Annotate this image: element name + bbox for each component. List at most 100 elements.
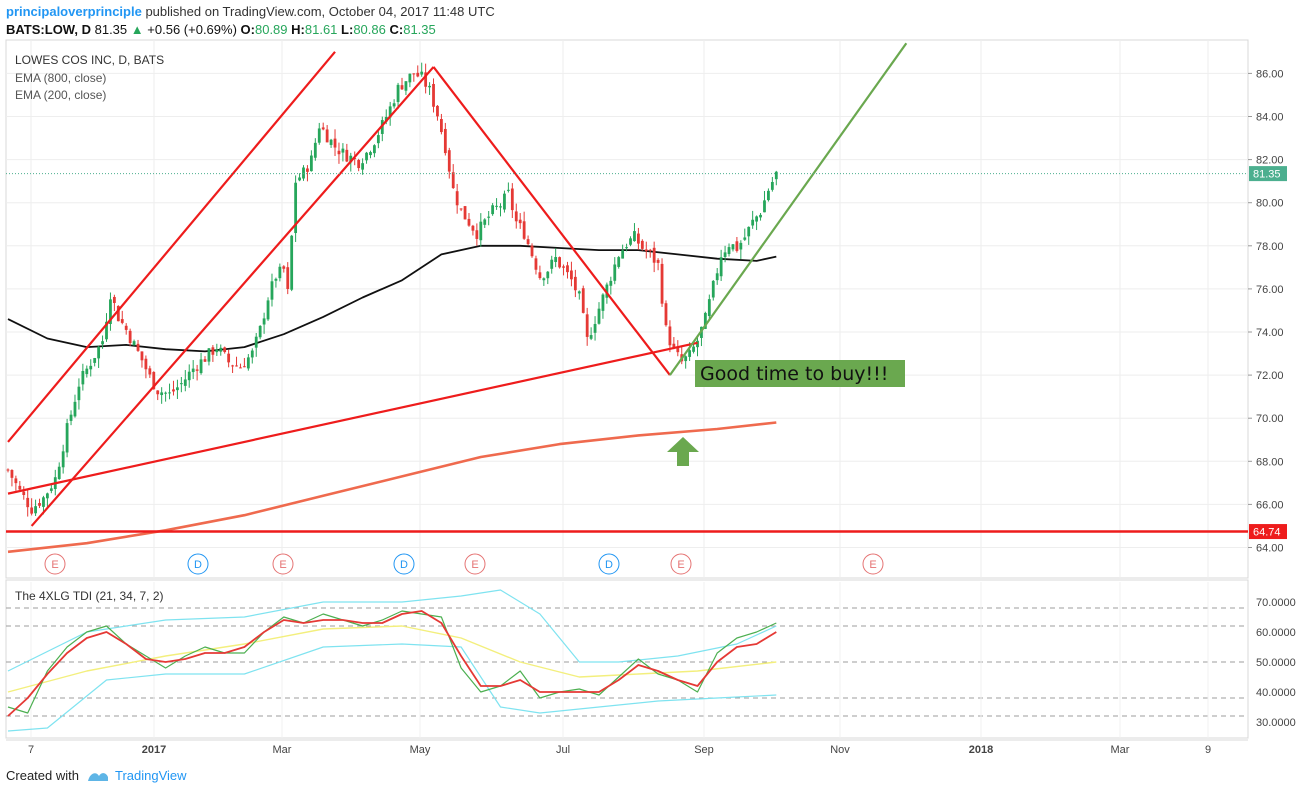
callout-text: Good time to buy!!!: [700, 363, 888, 385]
price-axis[interactable]: 86.00 84.00 82.00 80.00 78.00 76.00 74.00 72.00…: [1248, 68, 1284, 555]
trend-line-red[interactable]: [7, 51, 336, 443]
trend-line-red[interactable]: [432, 66, 671, 376]
last-price-label: 81.35: [1253, 169, 1281, 181]
earnings-badge[interactable]: [464, 553, 486, 575]
ticker-line: BATS:LOW, D 81.35 ▲ +0.56 (+0.69%) O:80.…: [6, 21, 436, 39]
candle-body: [412, 73, 416, 75]
time-tick-label: 9: [1205, 744, 1211, 756]
candle-body: [763, 200, 766, 213]
candle-body: [144, 358, 148, 370]
candle-body: [219, 347, 223, 352]
candle-body: [463, 206, 467, 220]
time-tick-label: 7: [28, 744, 34, 756]
candle-body: [566, 265, 569, 273]
trend-lines[interactable]: [7, 42, 908, 527]
candle-body: [558, 257, 561, 268]
price-tick-label: 82.00: [1256, 155, 1284, 167]
candle-body: [6, 469, 10, 471]
candle-body: [487, 216, 491, 218]
up-arrow-icon: [667, 437, 699, 466]
dividend-badge[interactable]: [187, 553, 209, 575]
candle-body: [577, 291, 581, 294]
ticker-symbol: BATS:LOW, D: [6, 22, 91, 37]
candle-body: [656, 259, 660, 263]
buy-callout[interactable]: Good time to buy!!!: [695, 360, 905, 387]
candle-body: [112, 296, 116, 303]
candle-body: [321, 127, 325, 130]
candle-body: [759, 214, 762, 218]
candle-body: [243, 366, 246, 368]
price-pane[interactable]: LOWES COS INC, D, BATS EMA (800, close) …: [5, 39, 1287, 579]
candle-body: [755, 216, 758, 222]
candle-body: [239, 367, 242, 369]
open-value: 80.89: [254, 22, 288, 37]
price-tick-label: 80.00: [1256, 198, 1284, 210]
candle-body: [743, 237, 747, 240]
price-pane-frame: [5, 39, 1249, 579]
candle-body: [282, 266, 286, 269]
legend-ema800: EMA (800, close): [15, 71, 106, 85]
tdi-axis[interactable]: 70.0000 60.0000 50.0000 40.0000 30.0000: [1256, 597, 1296, 729]
candle-body: [57, 466, 61, 479]
tdi-signal-line: [7, 610, 777, 717]
time-tick-label: Sep: [694, 744, 714, 756]
earnings-badge[interactable]: [44, 553, 66, 575]
event-badge-label: D: [194, 559, 202, 571]
candle-body: [703, 312, 707, 329]
trend-line-red[interactable]: [30, 66, 435, 527]
candle-body: [396, 84, 400, 103]
tdi-mid-line: [7, 625, 777, 693]
trend-line-red[interactable]: [7, 341, 698, 495]
candle-body: [116, 305, 120, 322]
trend-line-green[interactable]: [669, 42, 908, 376]
candle-body: [124, 325, 128, 330]
candle-body: [518, 219, 522, 224]
price-tick-label: 70.00: [1256, 413, 1284, 425]
candle-body: [664, 303, 668, 326]
candle-body: [550, 259, 554, 269]
dividend-badge[interactable]: [598, 553, 620, 575]
author-link[interactable]: principaloverprinciple: [6, 4, 142, 19]
candle-body: [357, 160, 361, 169]
price-tick-label: 78.00: [1256, 241, 1284, 253]
candle-body: [329, 139, 333, 145]
earnings-badge[interactable]: [272, 553, 294, 575]
time-axis[interactable]: 7 2017 Mar May Jul Sep Nov 2018 Mar 9: [6, 739, 1248, 756]
candle-body: [416, 72, 420, 77]
price-tick-label: 72.00: [1256, 370, 1284, 382]
time-tick-label: Mar: [1111, 744, 1130, 756]
candle-body: [554, 257, 558, 263]
candle-body: [203, 359, 207, 362]
candle-body: [562, 266, 565, 268]
tradingview-link[interactable]: TradingView: [87, 768, 187, 783]
candle-body: [392, 103, 396, 107]
low-label: L:: [341, 22, 354, 37]
tdi-tick-label: 40.0000: [1256, 687, 1296, 699]
candle-body: [18, 485, 22, 490]
candle-body: [514, 211, 518, 222]
earnings-badge[interactable]: [862, 553, 884, 575]
event-badge-label: E: [869, 559, 876, 571]
candle-body: [447, 150, 451, 172]
candle-body: [160, 392, 164, 396]
candle-body: [49, 488, 53, 491]
tdi-pane[interactable]: The 4XLG TDI (21, 34, 7, 2) 70.0000 60.00…: [5, 579, 1296, 739]
candle-body: [747, 226, 751, 237]
dividend-badge[interactable]: [393, 553, 415, 575]
candle-body: [302, 167, 305, 179]
candle-body: [648, 249, 652, 251]
candle-body: [621, 250, 625, 259]
candle-body: [152, 371, 156, 390]
candle-body: [510, 188, 514, 211]
candle-body: [644, 249, 648, 252]
candle-body: [337, 150, 341, 155]
legend-ema200: EMA (200, close): [15, 88, 106, 102]
candle-body: [176, 387, 179, 391]
candle-body: [723, 252, 727, 257]
candle-body: [14, 478, 18, 484]
candle-body: [136, 343, 140, 351]
earnings-badge[interactable]: [670, 553, 692, 575]
candle-body: [258, 325, 262, 338]
